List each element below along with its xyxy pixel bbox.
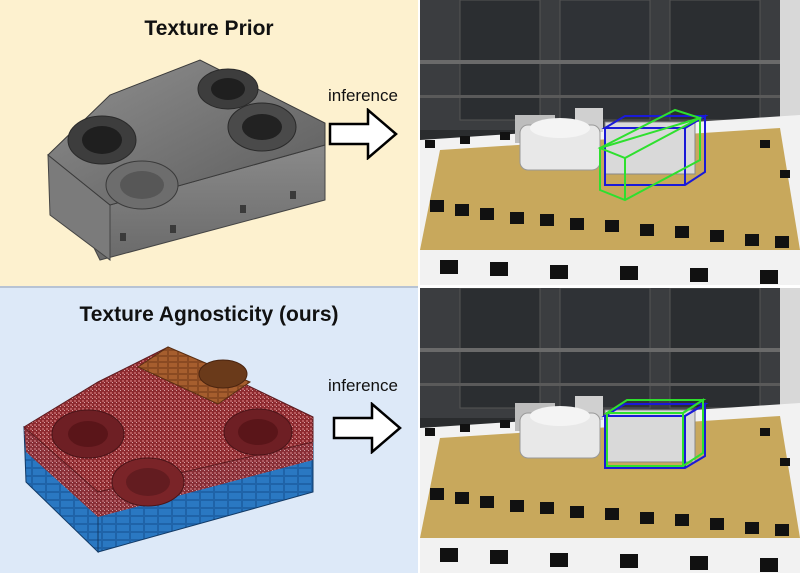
scene-photo-texture-prior — [420, 0, 800, 285]
texture-prior-title: Texture Prior — [144, 17, 274, 40]
gray-textured-object-model — [47, 59, 326, 261]
random-textured-object-model — [23, 346, 314, 554]
scene-photo-texture-agnosticity — [420, 288, 800, 573]
texture-agnosticity-title: Texture Agnosticity (ours) — [79, 303, 339, 326]
inference-label-top: inference — [328, 86, 398, 105]
inference-label-bottom: inference — [328, 376, 398, 395]
right-arrow-icon — [328, 108, 398, 160]
right-arrow-icon — [332, 402, 402, 454]
panel-divider — [0, 286, 418, 288]
